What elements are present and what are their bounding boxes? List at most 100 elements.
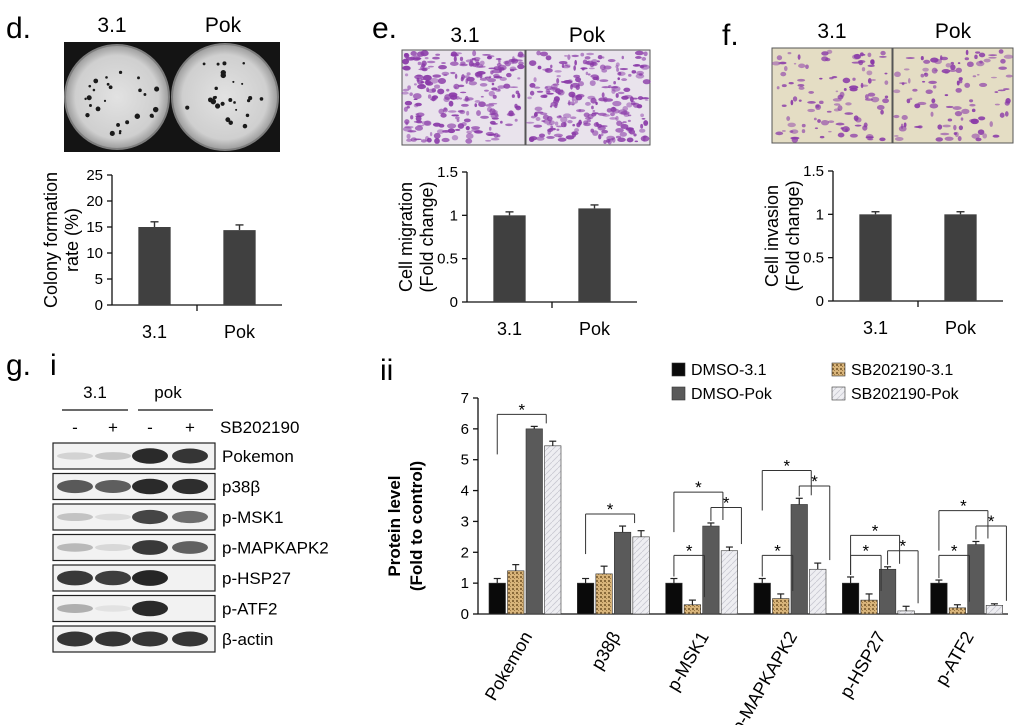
stain-cell [461, 103, 469, 107]
stain-cell [789, 130, 794, 133]
colony-dot [118, 129, 122, 133]
stain-cell [867, 138, 874, 141]
chart-g-sig-star: * [518, 400, 525, 419]
chart-g-bar [842, 582, 860, 615]
stain-cell [426, 60, 436, 64]
chart-f-x-tick-label: 3.1 [863, 318, 888, 338]
stain-cell [602, 114, 610, 117]
stain-cell [570, 82, 580, 88]
stain-cell [416, 120, 423, 124]
colony-dot [103, 99, 107, 102]
chart-g-bar [544, 445, 562, 615]
stain-cell [835, 90, 839, 93]
stain-cell [433, 132, 441, 139]
stain-cell [990, 76, 998, 79]
stain-cell [471, 57, 477, 61]
stain-cell [791, 137, 799, 143]
stain-cell [632, 64, 641, 67]
stain-cell [600, 133, 604, 137]
stain-cell [410, 50, 417, 56]
stain-cell [853, 115, 859, 122]
stain-cell [958, 125, 964, 131]
stain-cell [525, 121, 535, 124]
stain-cell [415, 115, 422, 122]
stain-cell [562, 113, 572, 119]
blot-band [57, 543, 93, 552]
chart-d-colony-formation: 0 5 10 15 20 25 3.1 Pok Colony formation rate (%) [41, 167, 282, 342]
stain-cell [447, 128, 456, 134]
stain-cell [403, 106, 408, 112]
stain-cell [426, 87, 430, 93]
stain-cell [479, 73, 483, 79]
stain-cell [611, 108, 620, 114]
colony-dot [85, 112, 90, 118]
stain-cell [819, 100, 824, 105]
chart-f-y-tick-label: 0.5 [803, 250, 824, 267]
stain-cell [617, 77, 620, 81]
chart-g-x-tick-label: p-MAPKAPK2 [727, 628, 801, 725]
colony-dot [151, 114, 154, 118]
stain-cell [414, 74, 424, 80]
stain-cell [852, 77, 856, 81]
stain-cell [422, 74, 432, 81]
stain-cell [488, 126, 492, 131]
stain-cell [560, 89, 564, 93]
stain-cell [552, 83, 560, 86]
stain-cell [554, 121, 559, 126]
chart-f-cell-invasion: 0 0.5 1 1.5 3.1 Pok Cell invasion (Fold change) [762, 163, 1003, 338]
stain-cell [413, 138, 422, 141]
stain-cell [914, 125, 922, 128]
stain-cell [602, 56, 605, 59]
stain-cell [414, 125, 423, 131]
stain-cell [489, 108, 496, 115]
chart-g-y-tick-label: 4 [461, 483, 469, 500]
stain-cell [440, 113, 447, 118]
stain-cell [997, 89, 1006, 92]
stain-cell [553, 133, 564, 138]
stain-cell [787, 122, 796, 128]
stain-cell [641, 57, 647, 61]
stain-cell [1004, 111, 1009, 117]
colony-dot [245, 113, 250, 118]
stain-cell [455, 116, 460, 120]
stain-cell [527, 96, 532, 100]
stain-cell [821, 56, 829, 62]
blot-group-label-1: 3.1 [83, 383, 107, 402]
stain-cell [616, 120, 623, 126]
chart-e-bar [578, 208, 611, 302]
chart-e-y-tick-label: 1.5 [437, 164, 458, 181]
stain-cell [539, 51, 549, 57]
stain-cell [828, 130, 832, 133]
stain-cell [964, 57, 970, 61]
chart-g-bar [488, 582, 506, 615]
colony-dot [202, 62, 206, 66]
stain-cell [497, 88, 501, 91]
stain-cell [786, 116, 791, 121]
stain-cell [573, 65, 576, 71]
blot-row-label: p-HSP27 [222, 569, 291, 588]
stain-cell [983, 58, 991, 63]
stain-cell [533, 112, 538, 117]
stain-cell [403, 53, 410, 59]
stain-cell [432, 56, 440, 60]
colony-dot [84, 97, 87, 101]
stain-cell [640, 123, 644, 129]
stain-cell [576, 122, 581, 128]
stain-cell [575, 94, 583, 101]
stain-cell [781, 104, 787, 107]
stain-cell [945, 105, 954, 109]
stain-cell [504, 60, 512, 67]
stain-cell [453, 56, 457, 62]
stain-cell [453, 83, 460, 90]
f-img-label-1: 3.1 [817, 20, 846, 43]
stain-cell [866, 70, 873, 76]
stain-cell [793, 62, 797, 65]
stain-cell [571, 103, 575, 106]
stain-cell [634, 50, 644, 56]
stain-cell [597, 125, 606, 131]
chart-g-bar [632, 536, 650, 615]
stain-cell [465, 133, 474, 140]
colony-dot [215, 103, 221, 109]
chart-e-y-tick-label: 1 [450, 207, 458, 224]
stain-cell [957, 135, 962, 142]
